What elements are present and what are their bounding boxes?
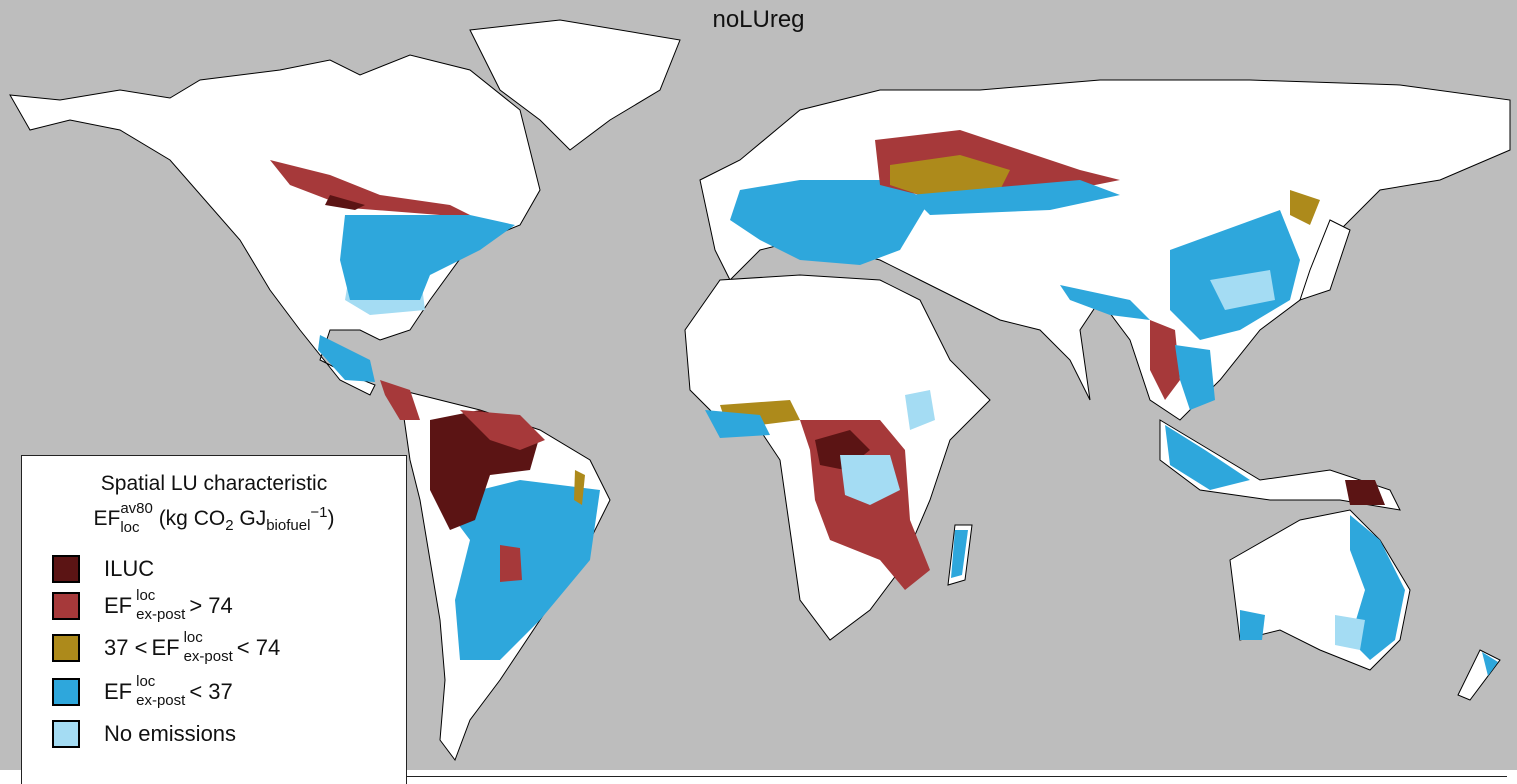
landmass-greenland bbox=[469, 19, 681, 151]
region-none-central-africa bbox=[840, 455, 900, 505]
region-low-australia-southwest bbox=[1240, 610, 1265, 640]
unit-ef: EF bbox=[93, 507, 121, 530]
legend-ef-scripts-low: loc ex-post bbox=[136, 673, 186, 709]
legend-swatch-high bbox=[52, 592, 80, 620]
legend-suffix-low: < 37 bbox=[189, 679, 233, 704]
region-low-china bbox=[1170, 210, 1300, 340]
landmass-japan bbox=[1299, 219, 1351, 301]
legend-ef-high: EF bbox=[104, 593, 133, 618]
unit-close: ) bbox=[327, 507, 335, 530]
region-high-myanmar bbox=[1150, 320, 1180, 400]
legend-swatch-low bbox=[52, 678, 80, 706]
region-high-paraguay bbox=[500, 545, 522, 582]
landmass-new-zealand bbox=[1457, 649, 1501, 701]
region-iluc-new-guinea bbox=[1345, 480, 1385, 505]
legend-item-low: EF loc ex-post < 37 bbox=[52, 673, 233, 709]
legend-sub-mid: ex-post bbox=[183, 648, 233, 665]
legend-unit: EF av80 loc (kg CO2 GJbiofuel−1) bbox=[22, 500, 406, 537]
legend: Spatial LU characteristic EF av80 loc (kg … bbox=[21, 455, 407, 784]
legend-sub-low: ex-post bbox=[136, 692, 186, 709]
legend-ef-scripts-mid: loc ex-post bbox=[183, 629, 233, 665]
legend-suffix-mid: < 74 bbox=[236, 635, 281, 660]
legend-sub-high: ex-post bbox=[136, 606, 186, 623]
region-low-new-zealand bbox=[1482, 652, 1498, 676]
legend-title: Spatial LU characteristic bbox=[100, 472, 328, 495]
legend-ef-low: EF bbox=[104, 679, 133, 704]
unit-gj: GJ bbox=[233, 507, 267, 530]
region-none-australia-southeast bbox=[1335, 615, 1365, 650]
region-low-india-north bbox=[1060, 285, 1150, 320]
legend-swatch-none bbox=[52, 720, 80, 748]
region-low-southeast-asia bbox=[1175, 345, 1215, 410]
legend-swatch-iluc bbox=[52, 555, 80, 583]
legend-sup-low: loc bbox=[136, 673, 156, 690]
region-mid-russia bbox=[890, 155, 1010, 195]
unit-gj-sub: biofuel bbox=[266, 517, 311, 535]
legend-item-iluc: ILUC bbox=[52, 553, 154, 585]
region-low-madagascar bbox=[951, 530, 968, 578]
legend-ef-scripts-high: loc ex-post bbox=[136, 587, 186, 623]
legend-item-high: EF loc ex-post > 74 bbox=[52, 587, 233, 623]
legend-ef-mid: EF bbox=[151, 635, 180, 660]
legend-sup-high: loc bbox=[136, 587, 156, 604]
unit-co2-sub: 2 bbox=[225, 517, 234, 535]
region-none-east-africa bbox=[905, 390, 935, 430]
legend-label-low: EF loc ex-post < 37 bbox=[104, 673, 233, 709]
region-high-canada-band bbox=[270, 160, 470, 215]
region-iluc-canada bbox=[325, 195, 365, 210]
map-bottom-border bbox=[407, 776, 1507, 777]
legend-sup-mid: loc bbox=[183, 629, 203, 646]
region-mid-northeast-china bbox=[1290, 190, 1320, 225]
legend-suffix-high: > 74 bbox=[189, 593, 233, 618]
region-low-mexico bbox=[318, 335, 375, 382]
unit-sup: av80 bbox=[120, 500, 153, 518]
legend-label-iluc: ILUC bbox=[104, 556, 155, 581]
region-none-china bbox=[1210, 270, 1275, 310]
region-high-central-america bbox=[380, 380, 420, 420]
region-low-kazakhstan bbox=[910, 180, 1120, 215]
legend-label-none: No emissions bbox=[104, 721, 237, 746]
region-low-west-africa bbox=[705, 410, 770, 438]
region-mid-brazil bbox=[574, 470, 585, 505]
region-low-north-america bbox=[340, 215, 515, 300]
unit-sub: loc bbox=[120, 519, 140, 537]
region-low-europe bbox=[730, 180, 930, 265]
legend-item-none: No emissions bbox=[52, 718, 236, 750]
legend-item-mid: 37 < EF loc ex-post < 74 bbox=[52, 629, 281, 665]
map-title: noLUreg bbox=[712, 6, 805, 33]
unit-ef-scripts: av80 loc bbox=[120, 500, 153, 537]
legend-prefix-mid: 37 < bbox=[104, 635, 148, 660]
legend-swatch-mid bbox=[52, 634, 80, 662]
unit-exp: −1 bbox=[310, 504, 328, 521]
unit-open: (kg CO bbox=[158, 507, 226, 530]
legend-label-high: EF loc ex-post > 74 bbox=[104, 587, 233, 623]
legend-label-mid: 37 < EF loc ex-post < 74 bbox=[104, 629, 281, 665]
region-high-amazon bbox=[460, 410, 545, 450]
region-low-indonesia bbox=[1165, 425, 1250, 490]
